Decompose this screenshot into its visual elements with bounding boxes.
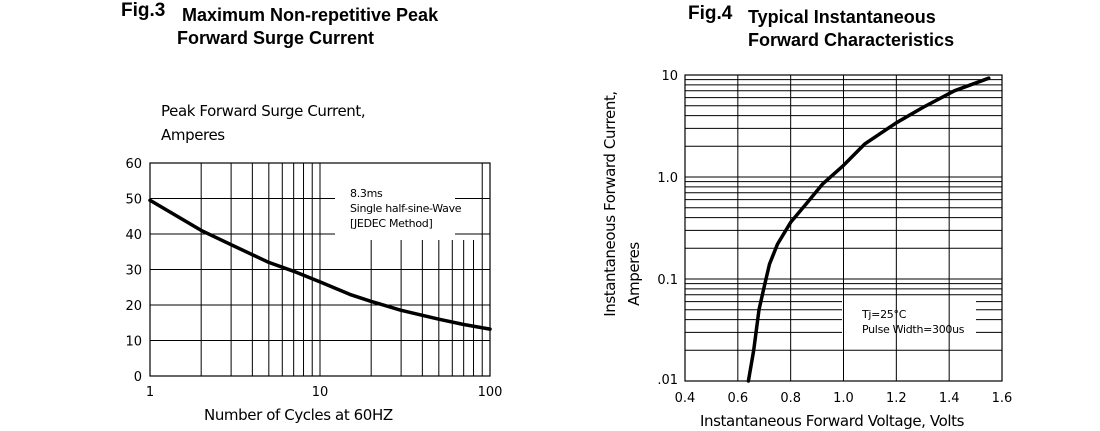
chart2-ytick-label: 0.1 xyxy=(657,273,678,288)
chart2-xtick-label: 1.2 xyxy=(886,391,907,406)
fig3-title-line1: Maximum Non-repetitive Peak xyxy=(182,5,439,25)
chart1-ytick-label: 20 xyxy=(125,299,142,314)
chart2-xtick-label: 0.6 xyxy=(727,391,748,406)
chart2-annotation-line: Tj=25°C xyxy=(861,308,907,321)
chart1-annotation-line: [JEDEC Method] xyxy=(350,217,432,230)
chart2-ytick-label: 1.0 xyxy=(657,171,678,186)
chart2-xtick-label: 1.6 xyxy=(992,391,1013,406)
chart1-xlabel: Number of Cycles at 60HZ xyxy=(204,406,393,424)
chart2-plot: .01 0.1 1.0 10 0.4 0.6 0.8 1.0 1.2 1.4 1.6 Tj=25°C P… xyxy=(657,69,1012,406)
chart2-grid xyxy=(685,75,1002,381)
fig3-title-line2: Forward Surge Current xyxy=(177,28,375,48)
fig3-number: Fig.3 xyxy=(121,0,166,21)
chart1-xtick-label: 1 xyxy=(146,385,154,400)
chart1-ytick-label: 30 xyxy=(125,264,142,279)
chart2-xtick-label: 0.4 xyxy=(675,391,696,406)
chart1-ytick-label: 50 xyxy=(125,193,142,208)
chart1-ytick-label: 0 xyxy=(134,370,142,385)
chart2-ytick-label: 10 xyxy=(661,69,678,84)
chart1-grid xyxy=(150,163,490,376)
chart1-annotation-line: 8.3ms xyxy=(350,187,383,200)
chart1-frame xyxy=(149,162,491,377)
chart1-xtick-label: 10 xyxy=(312,385,329,400)
chart2-frame xyxy=(684,74,1003,382)
chart2-xtick-label: 1.4 xyxy=(939,391,960,406)
chart2-xtick-label: 1.0 xyxy=(833,391,854,406)
fig4-title-line1: Typical Instantaneous xyxy=(748,7,936,27)
chart1-ytick-label: 10 xyxy=(125,335,142,350)
chart1-xtick-label: 100 xyxy=(478,385,503,400)
chart2-xlabel: Instantaneous Forward Voltage, Volts xyxy=(700,412,965,430)
chart1-ylabel-line2: Amperes xyxy=(161,126,225,144)
chart1-ylabel-line1: Peak Forward Surge Current, xyxy=(161,102,366,120)
chart1-ytick-label: 40 xyxy=(125,228,142,243)
chart2-annotation-line: Pulse Width=300us xyxy=(862,323,965,336)
chart2-ytick-label: .01 xyxy=(657,373,678,388)
chart2-series-line xyxy=(746,76,991,383)
chart1-annotation-line: Single half-sine-Wave xyxy=(350,202,462,215)
chart1-series-line xyxy=(148,198,492,331)
fig4-title-line2: Forward Characteristics xyxy=(748,30,955,50)
fig4-number: Fig.4 xyxy=(688,3,733,24)
chart1-ytick-label: 60 xyxy=(125,157,142,172)
chart1-plot: 0 10 20 30 40 50 60 1 10 100 8.3ms Single half-sine… xyxy=(125,157,502,400)
chart2-xtick-label: 0.8 xyxy=(780,391,801,406)
